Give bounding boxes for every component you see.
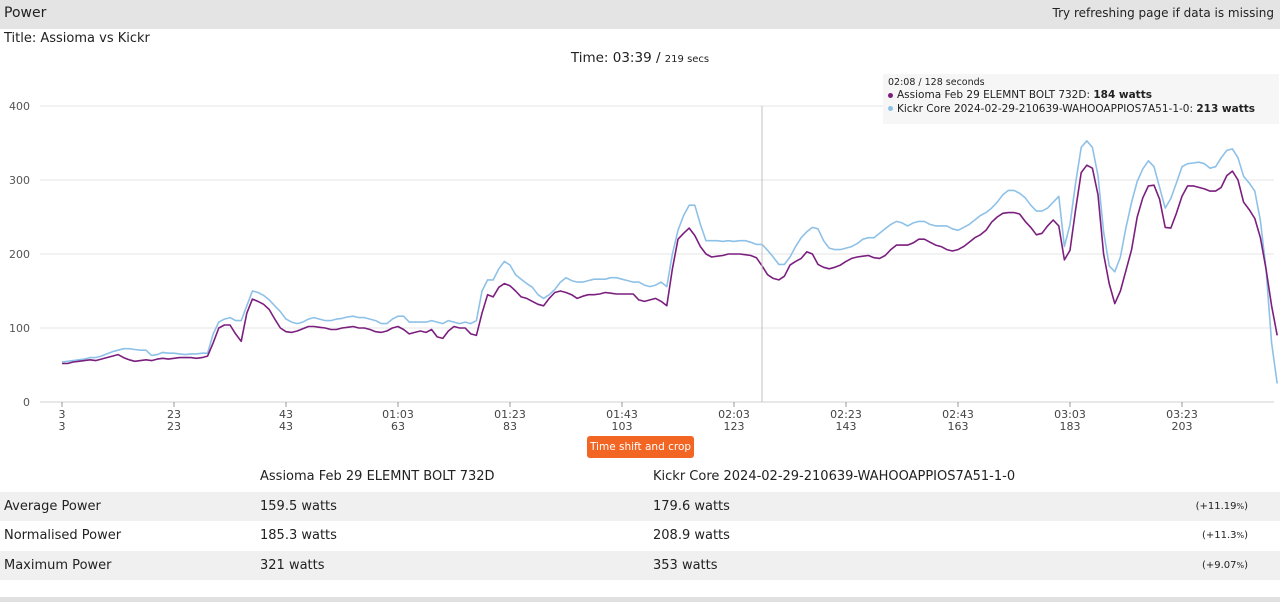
time-shift-crop-button[interactable]: Time shift and crop xyxy=(587,436,694,458)
x-tick-label-seconds: 143 xyxy=(836,420,857,433)
x-tick-label-time: 02:03 xyxy=(718,408,750,421)
stats-row-normalised-power: Normalised Power 185.3 watts 208.9 watts… xyxy=(0,521,1280,551)
panel-header: Power Try refreshing page if data is mis… xyxy=(0,0,1280,29)
x-tick-label-time: 03:23 xyxy=(1166,408,1198,421)
footer-bar xyxy=(0,597,1280,602)
time-readout: Time: 03:39 / 219 secs xyxy=(0,50,1280,66)
stat-diff: (+11.3%) xyxy=(1202,521,1248,551)
time-unit: secs xyxy=(683,54,710,65)
stats-table: Assioma Feb 29 ELEMNT BOLT 732D Kickr Co… xyxy=(0,462,1280,580)
stat-diff-percent: % xyxy=(1236,501,1245,511)
tooltip-series-assioma: Assioma Feb 29 ELEMNT BOLT 732D: 184 wat… xyxy=(888,89,1274,103)
y-tick-label: 100 xyxy=(9,322,30,335)
x-tick-label-seconds: 3 xyxy=(59,420,66,433)
stat-diff-close: ) xyxy=(1244,500,1248,512)
refresh-note: Try refreshing page if data is missing xyxy=(1052,6,1274,20)
stats-row-maximum-power: Maximum Power 321 watts 353 watts (+9.07… xyxy=(0,550,1280,581)
series-dot-icon xyxy=(888,106,893,111)
y-tick-label: 300 xyxy=(9,174,30,187)
stat-value-b: 179.6 watts xyxy=(653,498,730,514)
chart-tooltip: 02:08 / 128 seconds Assioma Feb 29 ELEMN… xyxy=(883,74,1279,124)
series-line-kickr xyxy=(61,140,1278,384)
stat-label: Normalised Power xyxy=(4,528,122,543)
time-total: 219 xyxy=(664,54,684,65)
tooltip-series-kickr: Kickr Core 2024-02-29-210639-WAHOOAPPIOS… xyxy=(888,103,1274,117)
stat-diff: (+11.19%) xyxy=(1196,492,1248,522)
x-tick-label-seconds: 103 xyxy=(612,420,633,433)
stat-value-a: 159.5 watts xyxy=(260,498,337,514)
x-tick-label-time: 43 xyxy=(279,408,293,421)
stat-diff-close: ) xyxy=(1244,559,1248,571)
x-tick-label-time: 02:23 xyxy=(830,408,862,421)
x-tick-label-time: 3 xyxy=(59,408,66,421)
time-prefix: Time: xyxy=(570,50,613,66)
y-tick-label: 0 xyxy=(23,396,30,409)
time-separator: / xyxy=(651,50,665,66)
stat-diff-percent: % xyxy=(1236,560,1245,570)
stat-value-b: 208.9 watts xyxy=(653,528,730,543)
stats-header-device-a: Assioma Feb 29 ELEMNT BOLT 732D xyxy=(260,469,495,484)
x-tick-label-time: 03:03 xyxy=(1054,408,1086,421)
x-tick-label-seconds: 83 xyxy=(503,420,517,433)
x-tick-label-seconds: 123 xyxy=(724,420,745,433)
x-tick-label-seconds: 163 xyxy=(948,420,969,433)
x-tick-label-seconds: 203 xyxy=(1172,420,1193,433)
stat-diff-close: ) xyxy=(1244,530,1248,541)
x-tick-label-seconds: 63 xyxy=(391,420,405,433)
tooltip-series-value: 184 watts xyxy=(1093,89,1152,101)
x-tick-label-time: 01:03 xyxy=(382,408,414,421)
x-tick-label-seconds: 183 xyxy=(1060,420,1081,433)
stat-label: Maximum Power xyxy=(4,557,112,573)
stat-label: Average Power xyxy=(4,498,101,514)
chart-title: Title: Assioma vs Kickr xyxy=(4,31,150,46)
stat-value-a: 321 watts xyxy=(260,557,325,573)
tooltip-series-name: Kickr Core 2024-02-29-210639-WAHOOAPPIOS… xyxy=(897,102,1197,115)
tooltip-header: 02:08 / 128 seconds xyxy=(888,77,985,88)
stat-value-b: 353 watts xyxy=(653,557,718,573)
stat-diff: (+9.07%) xyxy=(1202,551,1248,581)
y-tick-label: 400 xyxy=(9,100,30,113)
x-tick-label-time: 01:43 xyxy=(606,408,638,421)
stats-row-average-power: Average Power 159.5 watts 179.6 watts (+… xyxy=(0,491,1280,522)
panel-title: Power xyxy=(4,5,47,21)
y-tick-label: 200 xyxy=(9,248,30,261)
stats-header-row: Assioma Feb 29 ELEMNT BOLT 732D Kickr Co… xyxy=(0,462,1280,492)
stats-header-device-b: Kickr Core 2024-02-29-210639-WAHOOAPPIOS… xyxy=(653,469,1016,484)
stat-diff-number: (+9.07 xyxy=(1201,559,1237,571)
series-line-assioma xyxy=(62,164,1278,365)
x-tick-label-time: 01:23 xyxy=(494,408,526,421)
x-tick-label-seconds: 23 xyxy=(167,420,181,433)
stat-value-a: 185.3 watts xyxy=(260,528,337,543)
tooltip-series-name: Assioma Feb 29 ELEMNT BOLT 732D: xyxy=(897,89,1094,101)
x-tick-label-time: 23 xyxy=(167,408,181,421)
x-tick-label-time: 02:43 xyxy=(942,408,974,421)
tooltip-series-value: 213 watts xyxy=(1196,102,1256,115)
series-dot-icon xyxy=(888,92,893,98)
stat-diff-percent: % xyxy=(1236,531,1245,540)
x-tick-label-seconds: 43 xyxy=(279,420,293,433)
time-value: 03:39 xyxy=(612,50,652,66)
stat-diff-number: (+11.19 xyxy=(1195,500,1237,512)
stat-diff-number: (+11.3 xyxy=(1201,530,1237,541)
